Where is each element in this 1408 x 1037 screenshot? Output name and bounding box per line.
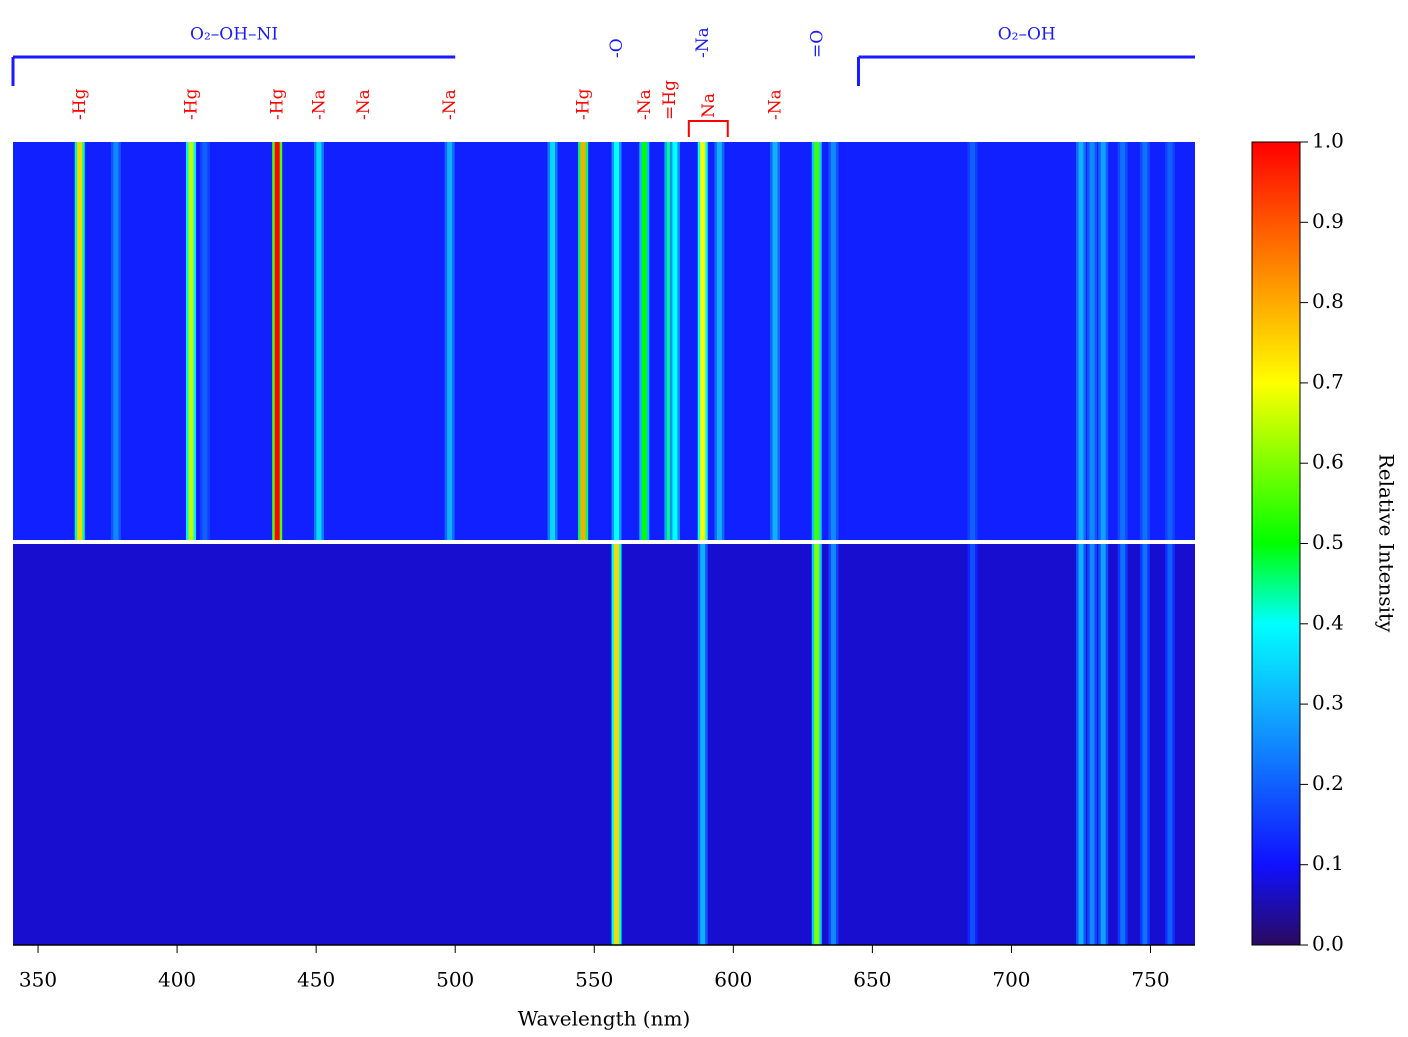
emission-line xyxy=(1089,544,1095,945)
colorbar-tick-label: 0.8 xyxy=(1312,289,1344,313)
emission-line xyxy=(614,544,620,945)
colorbar-tick-label: 0.9 xyxy=(1312,209,1344,233)
colorbar-tick-label: 0.7 xyxy=(1312,369,1344,393)
annotation: -Na xyxy=(635,89,655,120)
emission-line xyxy=(316,142,322,540)
x-tick-label: 650 xyxy=(853,968,891,992)
colorbar-tick-label: 0.4 xyxy=(1312,610,1344,634)
annotation: O₂–OH xyxy=(998,25,1056,45)
x-tick-label: 450 xyxy=(297,968,335,992)
x-tick-label: 700 xyxy=(992,968,1030,992)
emission-line xyxy=(700,544,706,945)
annotation: -Na xyxy=(354,89,374,120)
emission-line xyxy=(1100,142,1106,540)
colorbar-tick-label: 0.0 xyxy=(1312,932,1344,956)
emission-line xyxy=(188,142,194,540)
emission-line xyxy=(772,142,778,540)
emission-line xyxy=(830,544,836,945)
emission-line xyxy=(113,142,119,540)
x-tick-label: 750 xyxy=(1131,968,1169,992)
panel-background xyxy=(13,544,1195,945)
colorbar-tick-label: 0.3 xyxy=(1312,691,1344,715)
annotation: -Na xyxy=(766,89,786,120)
colorbar-tick-label: 0.6 xyxy=(1312,450,1344,474)
emission-line xyxy=(614,142,620,540)
emission-line xyxy=(814,142,820,540)
emission-line xyxy=(1142,544,1148,945)
annotation: =O xyxy=(807,30,827,58)
emission-line xyxy=(550,142,556,540)
emission-line xyxy=(1167,544,1173,945)
emission-line xyxy=(641,142,647,540)
colorbar-label: Relative Intensity xyxy=(1375,454,1399,633)
emission-line xyxy=(830,142,836,540)
emission-line xyxy=(202,142,208,540)
annotation: -Na xyxy=(440,89,460,120)
annotation: =Hg xyxy=(660,80,680,120)
colorbar-tick-label: 0.5 xyxy=(1312,530,1344,554)
annotation: -Hg xyxy=(268,88,288,120)
annotation: -Na xyxy=(693,27,713,58)
colorbar xyxy=(1251,141,1301,946)
x-axis-label: Wavelength (nm) xyxy=(518,1007,691,1031)
x-tick-label: 600 xyxy=(714,968,752,992)
emission-line xyxy=(77,142,83,540)
emission-line xyxy=(814,544,820,945)
annotation: O₂–OH–NI xyxy=(190,25,278,45)
x-tick-label: 500 xyxy=(436,968,474,992)
annotation: -Hg xyxy=(574,88,594,120)
emission-line xyxy=(1120,142,1126,540)
annotation: -Na xyxy=(309,89,329,120)
x-tick-label: 550 xyxy=(575,968,613,992)
emission-line xyxy=(970,544,976,945)
emission-line xyxy=(672,142,678,540)
annotation: -Hg xyxy=(70,88,90,120)
panel-background xyxy=(13,142,1195,540)
colorbar-tick-label: 0.2 xyxy=(1312,771,1344,795)
colorbar-tick-label: 0.1 xyxy=(1312,851,1344,875)
emission-line xyxy=(274,142,280,540)
emission-line xyxy=(970,142,976,540)
emission-line xyxy=(716,142,722,540)
annotation: Na xyxy=(699,93,719,118)
x-tick-label: 350 xyxy=(19,968,57,992)
emission-line xyxy=(447,142,453,540)
annotation: -Hg xyxy=(181,88,201,120)
bracket xyxy=(687,120,729,137)
annotation: -O xyxy=(607,38,627,58)
emission-line xyxy=(1142,142,1148,540)
emission-line xyxy=(580,142,586,540)
x-tick-label: 400 xyxy=(158,968,196,992)
emission-line xyxy=(666,142,672,540)
colorbar-tick-label: 1.0 xyxy=(1312,129,1344,153)
emission-line xyxy=(1120,544,1126,945)
emission-line xyxy=(1089,142,1095,540)
emission-line xyxy=(1078,544,1084,945)
emission-line xyxy=(700,142,706,540)
emission-line xyxy=(1078,142,1084,540)
emission-line xyxy=(1100,544,1106,945)
emission-line xyxy=(1167,142,1173,540)
